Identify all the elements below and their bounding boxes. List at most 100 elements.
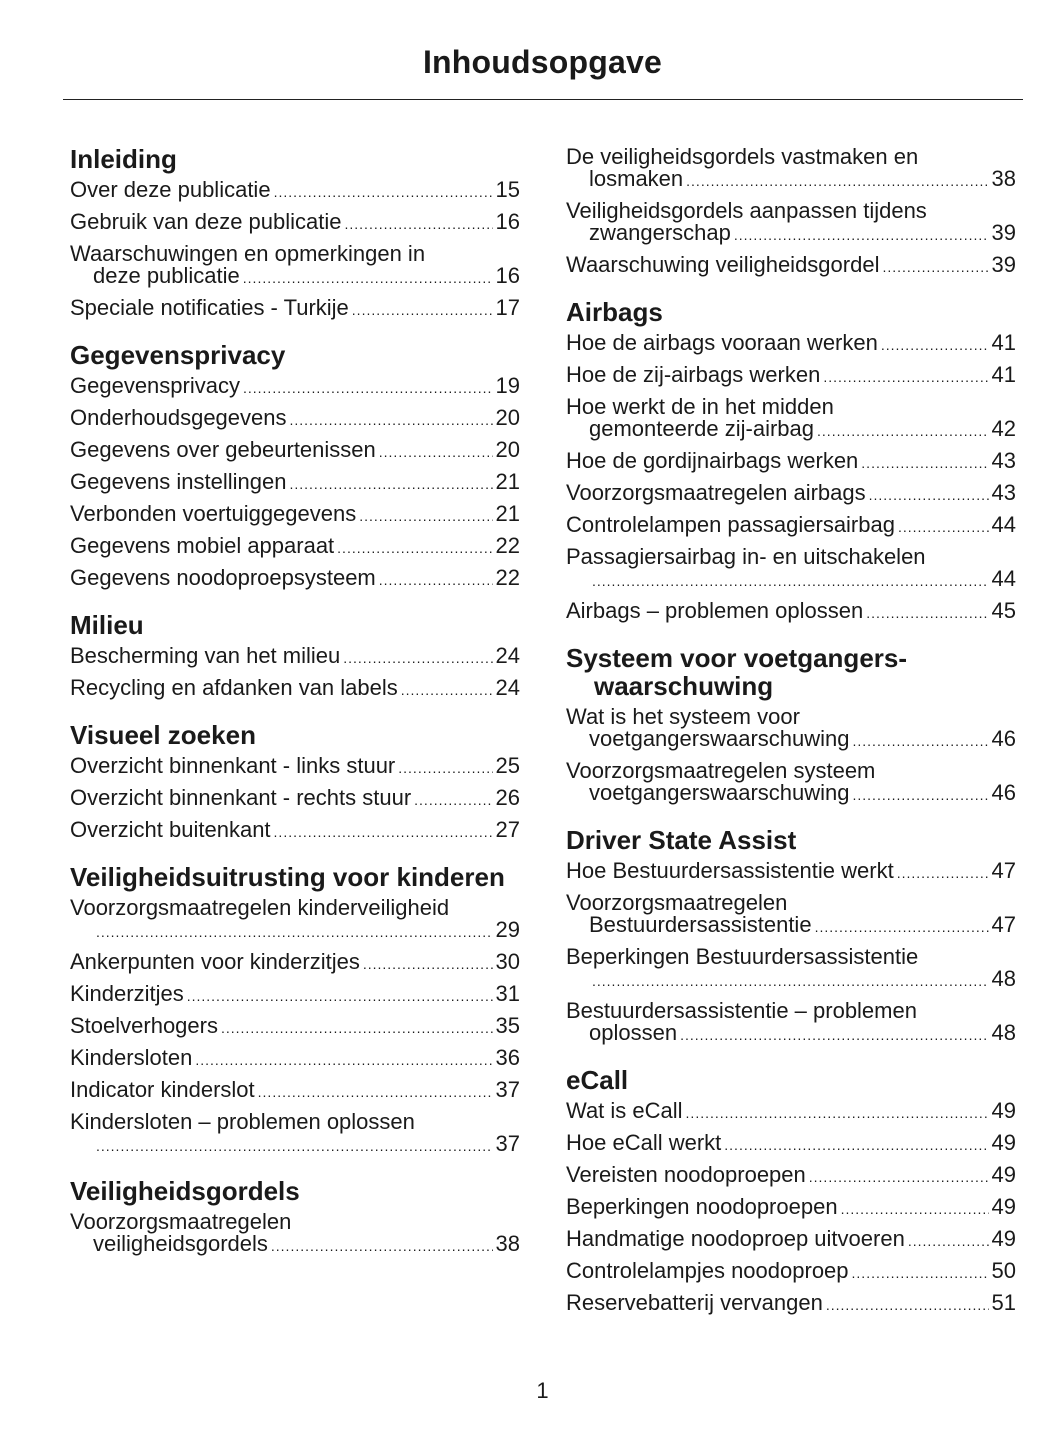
- toc-entry[interactable]: Voorzorgsmaatregelen systeem voetgangersw…: [566, 760, 1016, 806]
- toc-entry[interactable]: Verbonden voertuiggegevens 21: [70, 503, 520, 527]
- toc-entry[interactable]: Voorzorgsmaatregelen Bestuurdersassistent…: [566, 892, 1016, 938]
- entry-line: Overzicht binnenkant - rechts stuur 26: [70, 787, 520, 811]
- entry-line: Controlelampjes noodoproep 50: [566, 1260, 1016, 1284]
- entry-page-number: 21: [495, 501, 520, 526]
- toc-entry[interactable]: Wat is het systeem voor voetgangerswaarsc…: [566, 706, 1016, 752]
- entry-title: Voorzorgsmaatregelen: [566, 890, 788, 915]
- toc-entry[interactable]: Controlelampen passagiersairbag 44: [566, 514, 1016, 538]
- entry-title: Onderhoudsgegevens: [70, 405, 287, 430]
- toc-entry[interactable]: Over deze publicatie 15: [70, 179, 520, 203]
- entry-title: Over deze publicatie: [70, 177, 271, 202]
- toc-entry[interactable]: Hoe de gordijnairbags werken 43: [566, 450, 1016, 474]
- dot-leader: [908, 1230, 989, 1252]
- toc-entry[interactable]: Gegevens over gebeurtenissen 20: [70, 439, 520, 463]
- toc-entry[interactable]: Indicator kinderslot 37: [70, 1079, 520, 1103]
- section-heading: Inleiding: [70, 144, 177, 174]
- section-heading: Airbags: [566, 297, 663, 327]
- entry-page-number: 31: [495, 981, 520, 1006]
- entry-line: zwangerschap 39: [566, 222, 1016, 246]
- entry-page-number: 49: [991, 1194, 1016, 1219]
- dot-leader: [363, 953, 493, 975]
- entry-line: Gebruik van deze publicatie 16: [70, 211, 520, 235]
- toc-entry[interactable]: Controlelampjes noodoproep 50: [566, 1260, 1016, 1284]
- entry-page-number: 49: [991, 1098, 1016, 1123]
- toc-entry[interactable]: Gegevens instellingen 21: [70, 471, 520, 495]
- entry-title: Waarschuwing veiligheidsgordel: [566, 252, 880, 277]
- toc-entry[interactable]: Gegevensprivacy 19: [70, 375, 520, 399]
- toc-entry[interactable]: Kinderzitjes 31: [70, 983, 520, 1007]
- entry-title: Voorzorgsmaatregelen airbags: [566, 480, 866, 505]
- dot-leader: [861, 452, 988, 474]
- toc-entry[interactable]: Beperkingen Bestuurdersassistentie 48: [566, 946, 1016, 992]
- entry-page-number: 48: [991, 1020, 1016, 1045]
- entry-page-number: 48: [991, 966, 1016, 991]
- toc-entry[interactable]: Passagiersairbag in- en uitschakelen 44: [566, 546, 1016, 592]
- toc-entry[interactable]: Hoe de zij-airbags werken 41: [566, 364, 1016, 388]
- entry-line: Reservebatterij vervangen 51: [566, 1292, 1016, 1316]
- toc-entry[interactable]: Recycling en afdanken van labels 24: [70, 677, 520, 701]
- dot-leader: [187, 985, 493, 1007]
- dot-leader: [96, 1135, 493, 1157]
- toc-entry[interactable]: Voorzorgsmaatregelen airbags 43: [566, 482, 1016, 506]
- toc-entry[interactable]: Overzicht binnenkant - links stuur 25: [70, 755, 520, 779]
- toc-entry[interactable]: Gegevens noodoproepsysteem 22: [70, 567, 520, 591]
- entry-page-number: 17: [495, 295, 520, 320]
- toc-entry[interactable]: Waarschuwing veiligheidsgordel 39: [566, 254, 1016, 278]
- toc-entry[interactable]: Bescherming van het milieu 24: [70, 645, 520, 669]
- entry-page-number: 49: [991, 1162, 1016, 1187]
- entry-page-number: 26: [495, 785, 520, 810]
- toc-entry[interactable]: Beperkingen noodoproepen 49: [566, 1196, 1016, 1220]
- toc-entry[interactable]: Kindersloten 36: [70, 1047, 520, 1071]
- entry-line: Gegevensprivacy 19: [70, 375, 520, 399]
- toc-entry[interactable]: Bestuurdersassistentie – problemen oploss…: [566, 1000, 1016, 1046]
- entry-title-continued: zwangerschap: [589, 220, 731, 245]
- toc-entry[interactable]: Wat is eCall 49: [566, 1100, 1016, 1124]
- entry-title: Stoelverhogers: [70, 1013, 218, 1038]
- toc-entry[interactable]: Hoe de airbags vooraan werken 41: [566, 332, 1016, 356]
- section-heading: Gegevensprivacy: [70, 340, 286, 370]
- toc-entry[interactable]: Hoe werkt de in het midden gemonteerde zi…: [566, 396, 1016, 442]
- toc-entry[interactable]: Reservebatterij vervangen 51: [566, 1292, 1016, 1316]
- title-divider: [63, 99, 1023, 100]
- entry-title: Controlelampen passagiersairbag: [566, 512, 895, 537]
- toc-entry[interactable]: Gegevens mobiel apparaat 22: [70, 535, 520, 559]
- entry-title: Kindersloten – problemen oplossen: [70, 1109, 415, 1134]
- toc-entry[interactable]: Overzicht binnenkant - rechts stuur 26: [70, 787, 520, 811]
- entry-title: Wat is eCall: [566, 1098, 683, 1123]
- toc-entry[interactable]: Veiligheidsgordels aanpassen tijdens zwan…: [566, 200, 1016, 246]
- page-number: 1: [536, 1378, 549, 1403]
- entry-line: Voorzorgsmaatregelen systeem: [566, 760, 1016, 782]
- toc-entry[interactable]: Kindersloten – problemen oplossen 37: [70, 1111, 520, 1157]
- toc-entry[interactable]: Hoe eCall werkt 49: [566, 1132, 1016, 1156]
- toc-entry[interactable]: Handmatige noodoproep uitvoeren 49: [566, 1228, 1016, 1252]
- dot-leader: [352, 299, 493, 321]
- entry-page-number: 47: [991, 912, 1016, 937]
- toc-entry[interactable]: Speciale notificaties - Turkije 17: [70, 297, 520, 321]
- entry-title: Indicator kinderslot: [70, 1077, 255, 1102]
- entry-line: Passagiersairbag in- en uitschakelen: [566, 546, 1016, 568]
- toc-entry[interactable]: Overzicht buitenkant 27: [70, 819, 520, 843]
- entry-title: Gegevensprivacy: [70, 373, 240, 398]
- toc-entry[interactable]: Gebruik van deze publicatie 16: [70, 211, 520, 235]
- entry-page-number: 44: [991, 566, 1016, 591]
- toc-entry[interactable]: Airbags – problemen oplossen 45: [566, 600, 1016, 624]
- entry-page-number: 42: [991, 416, 1016, 441]
- toc-entry[interactable]: Waarschuwingen en opmerkingen in deze pub…: [70, 243, 520, 289]
- dot-leader: [379, 441, 493, 463]
- toc-entry[interactable]: Hoe Bestuurdersassistentie werkt 47: [566, 860, 1016, 884]
- toc-entry[interactable]: Vereisten noodoproepen 49: [566, 1164, 1016, 1188]
- entry-line: Gegevens instellingen 21: [70, 471, 520, 495]
- toc-section: Systeem voor voetgangers-waarschuwing Wat…: [566, 644, 1016, 806]
- toc-entry[interactable]: Onderhoudsgegevens 20: [70, 407, 520, 431]
- entry-title: Vereisten noodoproepen: [566, 1162, 806, 1187]
- entry-title: Kinderzitjes: [70, 981, 184, 1006]
- section-heading: Systeem voor voetgangers-waarschuwing: [566, 643, 908, 701]
- toc-entry[interactable]: De veiligheidsgordels vastmaken en losmak…: [566, 146, 1016, 192]
- toc-entry[interactable]: Stoelverhogers 35: [70, 1015, 520, 1039]
- toc-entry[interactable]: Ankerpunten voor kinderzitjes 30: [70, 951, 520, 975]
- entry-page-number: 29: [495, 917, 520, 942]
- toc-entry[interactable]: Voorzorgsmaatregelen kinderveiligheid 29: [70, 897, 520, 943]
- dot-leader: [809, 1166, 989, 1188]
